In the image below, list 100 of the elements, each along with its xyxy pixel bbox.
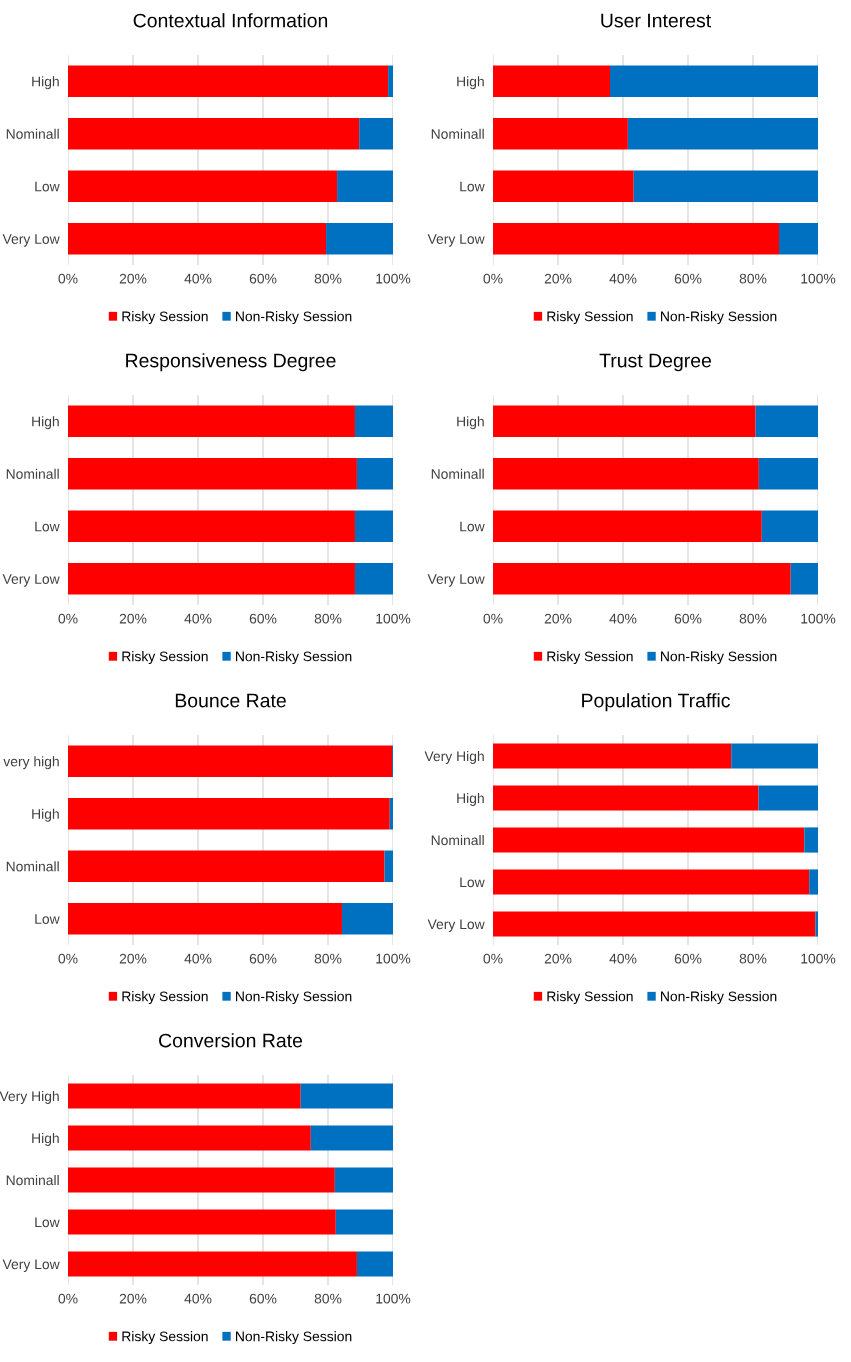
x-tick-label: 80% xyxy=(314,273,342,284)
y-tick-label: High xyxy=(32,1132,59,1146)
chart-title: Population Traffic xyxy=(582,693,730,712)
bar xyxy=(359,118,393,150)
y-tick-label: Low xyxy=(35,181,60,192)
x-tick-label: 80% xyxy=(314,613,342,624)
x-tick-label: 100% xyxy=(376,953,411,964)
bar xyxy=(779,223,818,255)
bar xyxy=(809,869,818,895)
bar xyxy=(300,1083,393,1109)
bar xyxy=(610,65,818,97)
bar xyxy=(68,458,357,490)
x-tick-label: 20% xyxy=(544,613,572,624)
x-tick-label: 80% xyxy=(739,273,767,284)
bar xyxy=(815,911,818,937)
bar xyxy=(326,223,393,255)
x-tick-label: 0% xyxy=(483,613,503,624)
y-tick-label: Nominall xyxy=(6,1174,59,1186)
x-tick-label: 100% xyxy=(376,1293,411,1304)
bar xyxy=(68,563,355,595)
y-tick-label: Low xyxy=(35,914,60,924)
bar xyxy=(68,118,360,150)
bar xyxy=(493,827,805,853)
x-tick-label: 20% xyxy=(119,1293,147,1304)
bar xyxy=(68,223,327,255)
x-tick-label: 0% xyxy=(483,953,503,964)
legend-label: Non-Risky Session xyxy=(661,651,777,665)
bar xyxy=(493,785,759,811)
bar xyxy=(356,458,393,490)
legend-label: Non-Risky Session xyxy=(236,991,352,1005)
legend-label: Risky Session xyxy=(122,991,208,1005)
y-tick-label: Nominall xyxy=(431,468,484,479)
bar xyxy=(804,827,818,853)
x-tick-label: 20% xyxy=(119,613,147,624)
bar xyxy=(68,1251,357,1277)
bar xyxy=(68,903,342,935)
x-tick-label: 100% xyxy=(801,273,836,284)
y-tick-label: High xyxy=(457,792,484,806)
y-tick-label: very high xyxy=(3,756,59,770)
y-tick-label: High xyxy=(457,76,484,90)
y-tick-label: Low xyxy=(460,181,485,192)
x-tick-label: 40% xyxy=(609,273,637,284)
bar xyxy=(68,510,355,542)
bar xyxy=(334,1167,393,1193)
bar xyxy=(335,1209,393,1235)
bar xyxy=(68,798,390,830)
bar xyxy=(758,458,818,490)
bar xyxy=(337,170,393,202)
y-tick-label: Low xyxy=(460,521,485,532)
bar xyxy=(493,911,816,937)
legend-label: Risky Session xyxy=(547,991,633,1005)
x-tick-label: 80% xyxy=(739,613,767,624)
bar xyxy=(310,1125,393,1151)
y-tick-label: High xyxy=(32,76,59,90)
chart-title: User Interest xyxy=(601,13,712,28)
x-tick-label: 0% xyxy=(483,273,503,284)
x-tick-label: 60% xyxy=(674,613,702,624)
x-tick-label: 80% xyxy=(314,1293,342,1304)
legend-label: Non-Risky Session xyxy=(236,651,352,665)
bar xyxy=(341,903,393,935)
bar xyxy=(68,745,393,777)
x-tick-label: 60% xyxy=(249,953,277,964)
bar xyxy=(493,510,762,542)
x-tick-label: 40% xyxy=(184,613,212,624)
y-tick-label: Low xyxy=(35,521,60,532)
y-tick-label: Very Low xyxy=(427,574,485,587)
y-tick-label: Very High xyxy=(0,1090,59,1104)
chart-title: Contextual Information xyxy=(133,13,328,28)
bar xyxy=(354,563,393,595)
x-tick-label: 60% xyxy=(249,273,277,284)
bar xyxy=(68,1209,336,1235)
y-tick-label: Very Low xyxy=(427,234,485,247)
bar xyxy=(68,1125,311,1151)
bar xyxy=(384,850,393,882)
bar xyxy=(68,1167,335,1193)
bar xyxy=(68,405,355,437)
bar xyxy=(389,798,393,830)
y-tick-label: Very High xyxy=(424,750,484,764)
chart-title: Bounce Rate xyxy=(175,693,286,708)
bar xyxy=(493,563,791,595)
x-tick-label: 60% xyxy=(674,273,702,284)
bar xyxy=(388,65,393,97)
y-tick-label: Nominall xyxy=(431,834,484,846)
chart-title: Trust Degree xyxy=(599,353,712,372)
legend-label: Risky Session xyxy=(122,311,208,325)
bar xyxy=(731,743,818,769)
x-tick-label: 40% xyxy=(184,953,212,964)
y-tick-label: Nominall xyxy=(6,128,59,139)
x-tick-label: 0% xyxy=(58,1293,78,1304)
bar xyxy=(356,1251,393,1277)
legend-label: Non-Risky Session xyxy=(661,991,777,1005)
x-tick-label: 100% xyxy=(376,613,411,624)
legend-label: Risky Session xyxy=(547,651,633,665)
bar xyxy=(493,170,634,202)
x-tick-label: 100% xyxy=(801,613,836,624)
x-tick-label: 40% xyxy=(609,953,637,964)
chart-title: Responsiveness Degree xyxy=(126,353,336,372)
x-tick-label: 100% xyxy=(376,273,411,284)
x-tick-label: 20% xyxy=(119,273,147,284)
y-tick-label: Low xyxy=(460,877,485,888)
